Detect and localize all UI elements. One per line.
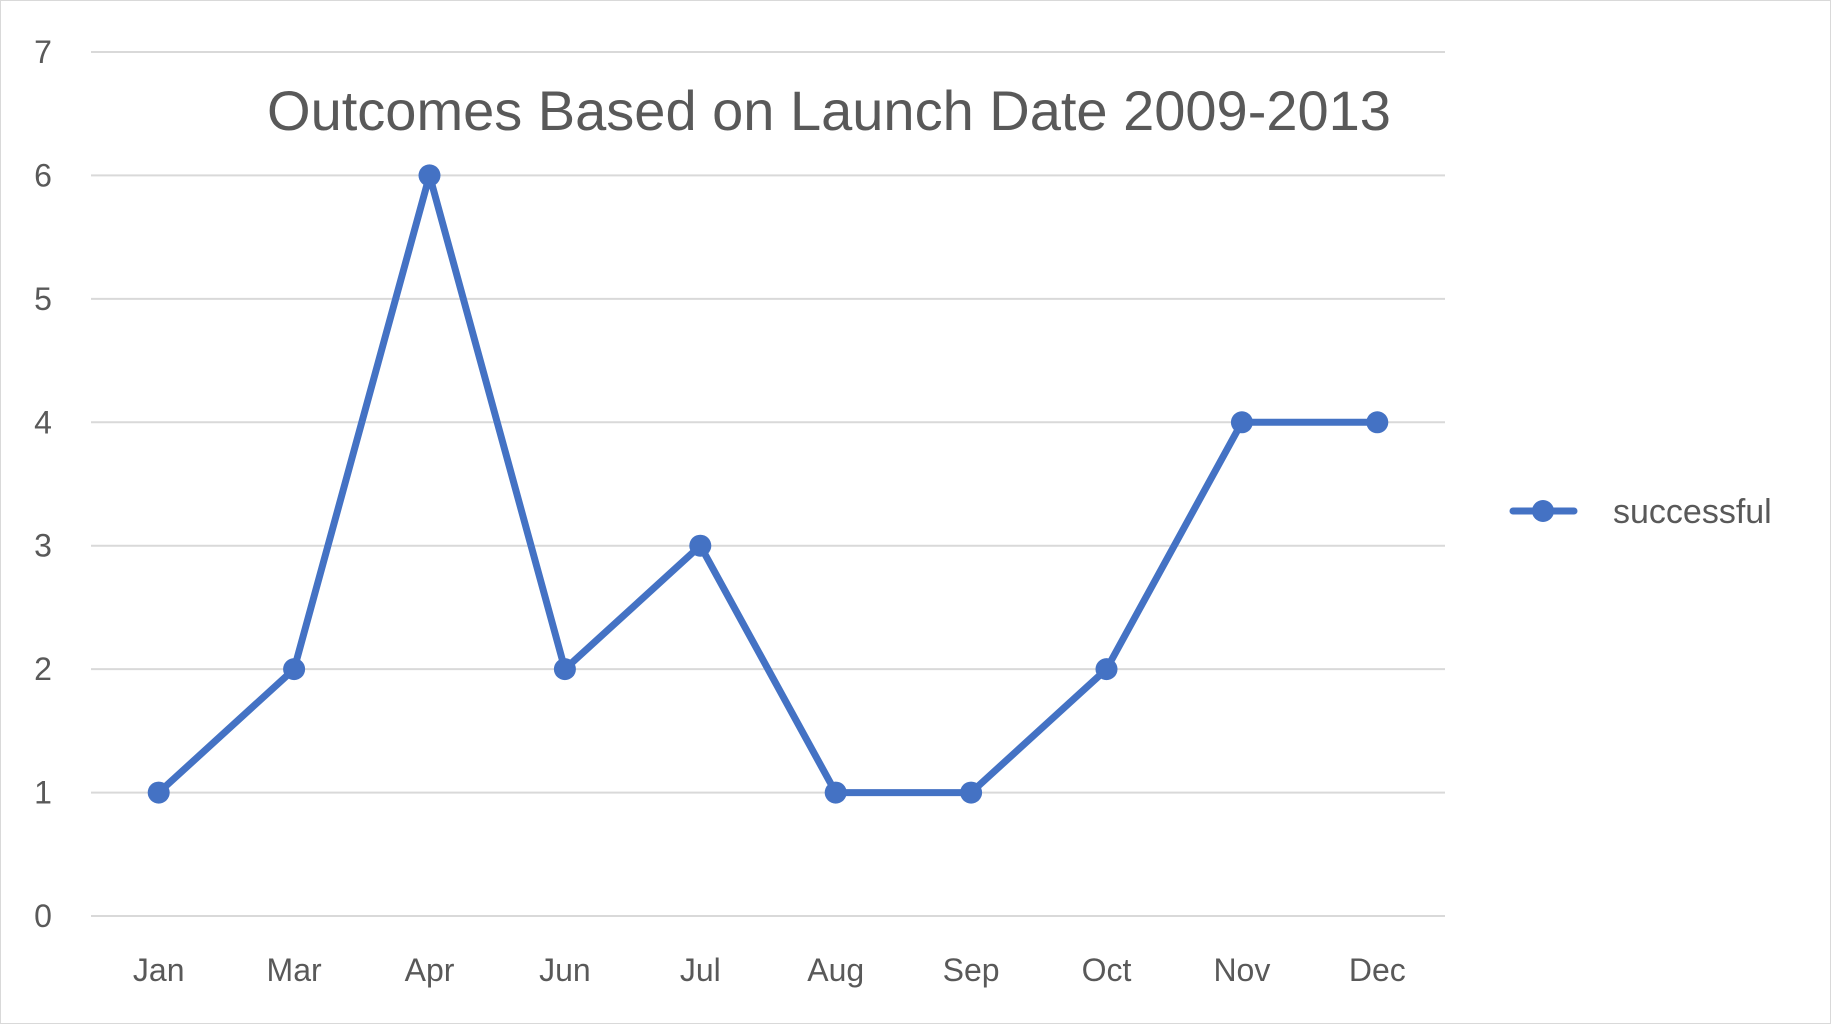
x-tick-label: Apr bbox=[405, 952, 455, 988]
data-point-aug bbox=[824, 781, 847, 804]
y-tick-label: 6 bbox=[34, 157, 52, 193]
x-tick-label: Jun bbox=[539, 952, 591, 988]
x-tick-label: Mar bbox=[267, 952, 322, 988]
x-tick-label: Jan bbox=[133, 952, 185, 988]
y-tick-label: 0 bbox=[34, 898, 52, 934]
legend-point-marker bbox=[1532, 500, 1554, 522]
data-point-dec bbox=[1366, 411, 1389, 434]
x-tick-label: Jul bbox=[680, 952, 721, 988]
x-tick-label: Dec bbox=[1349, 952, 1406, 988]
data-point-mar bbox=[283, 658, 306, 681]
y-tick-label: 2 bbox=[34, 651, 52, 687]
data-point-jul bbox=[689, 534, 712, 557]
gridlines bbox=[91, 51, 1445, 917]
data-point-apr bbox=[418, 164, 441, 187]
data-point-nov bbox=[1230, 411, 1253, 434]
series-successful bbox=[147, 164, 1389, 804]
y-tick-label: 4 bbox=[34, 404, 52, 440]
y-tick-label: 7 bbox=[34, 34, 52, 70]
data-point-jan bbox=[147, 781, 170, 804]
y-tick-label: 1 bbox=[34, 775, 52, 811]
x-tick-label: Nov bbox=[1213, 952, 1270, 988]
x-tick-label: Oct bbox=[1082, 952, 1132, 988]
x-tick-label: Aug bbox=[807, 952, 864, 988]
data-point-oct bbox=[1095, 658, 1118, 681]
series-line bbox=[155, 171, 1381, 797]
data-point-jun bbox=[553, 658, 576, 681]
y-axis-ticks: 0 1 2 3 4 5 6 7 bbox=[34, 34, 52, 934]
y-tick-label: 5 bbox=[34, 281, 52, 317]
legend-label: successful bbox=[1613, 493, 1772, 531]
x-axis-ticks: Jan Mar Apr Jun Jul Aug Sep Oct Nov Dec bbox=[133, 952, 1406, 988]
legend: successful bbox=[1509, 493, 1772, 531]
y-tick-label: 3 bbox=[34, 528, 52, 564]
x-tick-label: Sep bbox=[943, 952, 1000, 988]
data-point-sep bbox=[960, 781, 983, 804]
chart-title: Outcomes Based on Launch Date 2009-2013 bbox=[267, 79, 1391, 142]
